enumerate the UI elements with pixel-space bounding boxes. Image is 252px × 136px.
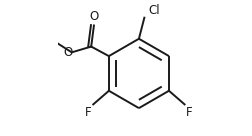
Text: Cl: Cl bbox=[148, 4, 160, 17]
Text: O: O bbox=[63, 46, 72, 58]
Text: F: F bbox=[186, 106, 193, 119]
Text: O: O bbox=[89, 10, 99, 23]
Text: F: F bbox=[85, 106, 92, 119]
